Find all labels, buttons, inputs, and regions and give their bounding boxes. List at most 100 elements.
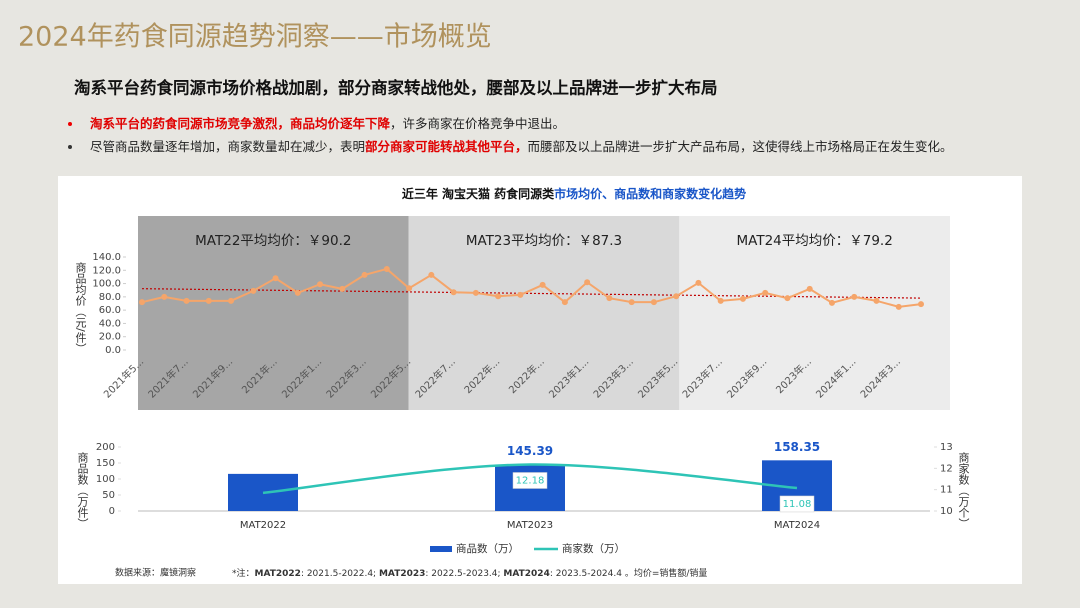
bullet-segment: 尽管商品数量逐年增加，商家数量却在减少，表明 xyxy=(90,139,365,154)
bullet-segment: 而腰部及以上品牌进一步扩大产品布局，这使得线上市场格局正在发生变化。 xyxy=(528,139,953,154)
period-band xyxy=(138,216,409,410)
price-point xyxy=(650,299,657,306)
price-point xyxy=(294,289,301,296)
price-point xyxy=(406,285,413,292)
price-point xyxy=(339,285,346,292)
footnote-part: MAT2024 xyxy=(503,569,549,579)
y2-axis-title: 商家数（万个） xyxy=(957,451,970,529)
y-tick-label: 40.0 xyxy=(99,318,121,329)
source: 数据来源：魔镜洞察 xyxy=(115,567,196,579)
price-point xyxy=(717,297,724,304)
legend-swatch xyxy=(430,546,452,552)
y-tick-label: 140.0 xyxy=(92,252,121,263)
y-tick-label: 0 xyxy=(109,506,115,517)
y-axis-title: 商品数（万件） xyxy=(76,451,89,529)
price-line xyxy=(141,267,922,308)
price-point xyxy=(606,295,613,302)
price-point xyxy=(317,281,324,288)
y2-tick-label: 10 xyxy=(940,506,953,517)
footnote-part: MAT2022 xyxy=(255,569,301,579)
period-label: MAT22平均均价：￥90.2 xyxy=(195,233,351,249)
y-tick-label: 100 xyxy=(96,474,115,485)
y-tick-label: 200 xyxy=(96,442,115,453)
bullet-segment: ，许多商家在价格竞争中退出。 xyxy=(390,116,565,131)
price-point xyxy=(183,297,190,304)
period-band xyxy=(408,216,680,410)
price-point xyxy=(472,289,479,296)
bullet-dot xyxy=(68,145,72,149)
y-tick-label: 80.0 xyxy=(99,292,121,303)
chart-title-part: 市场均价、商品数和商家数变化趋势 xyxy=(554,186,746,201)
period-label: MAT23平均均价：￥87.3 xyxy=(466,233,622,249)
price-point xyxy=(561,299,568,306)
price-point xyxy=(383,265,390,272)
price-point xyxy=(428,271,435,278)
price-point xyxy=(272,275,279,282)
price-point xyxy=(584,279,591,286)
y-tick-label: 100.0 xyxy=(92,279,121,290)
price-point xyxy=(873,297,880,304)
price-point xyxy=(361,271,368,278)
price-point xyxy=(739,295,746,302)
price-point xyxy=(762,289,769,296)
chart-title-part: 近三年 淘宝天猫 药食同源类 xyxy=(402,186,555,201)
bullet-text: 尽管商品数量逐年增加，商家数量却在减少，表明部分商家可能转战其他平台，而腰部及以… xyxy=(90,139,953,154)
footnote-part: : 2022.5-2023.4; xyxy=(425,569,503,579)
line-value-label: 12.18 xyxy=(516,475,545,486)
price-point xyxy=(517,291,524,298)
price-point xyxy=(139,299,145,306)
price-point xyxy=(539,281,546,288)
bullet-dot xyxy=(68,122,72,126)
footnote-part: : 2021.5-2022.4; xyxy=(301,569,379,579)
footnote-part: MAT2023 xyxy=(379,569,425,579)
x-tick-label: MAT2022 xyxy=(240,520,286,531)
y-tick-label: 60.0 xyxy=(99,305,121,316)
bullet-segment: 部分商家可能转战其他平台， xyxy=(365,139,528,154)
price-point xyxy=(851,293,858,300)
y-tick-label: 0.0 xyxy=(105,345,121,356)
y-axis-title: 商品均价（元/件） xyxy=(74,261,87,354)
page-title: 2024年药食同源趋势洞察——市场概览 xyxy=(18,22,492,53)
price-point xyxy=(806,285,813,292)
y2-tick-label: 11 xyxy=(940,485,953,496)
x-tick-label: MAT2024 xyxy=(774,520,820,531)
price-point xyxy=(895,303,902,310)
price-point xyxy=(205,297,212,304)
legend-label: 商品数（万） xyxy=(456,542,519,555)
price-point xyxy=(828,299,835,306)
price-point xyxy=(695,279,702,286)
bullet-text: 淘系平台的药食同源市场竞争激烈，商品均价逐年下降，许多商家在价格竞争中退出。 xyxy=(90,116,565,131)
chart-title: 近三年 淘宝天猫 药食同源类市场均价、商品数和商家数变化趋势 xyxy=(402,186,746,201)
y-tick-label: 150 xyxy=(96,458,115,469)
y2-tick-label: 13 xyxy=(940,442,953,453)
price-point xyxy=(673,293,680,300)
price-point xyxy=(161,293,168,300)
bar-value-label: 158.35 xyxy=(774,440,820,454)
price-point xyxy=(784,295,791,302)
footnote-part: : 2023.5-2024.4 。均价=销售额/销量 xyxy=(550,567,708,579)
line-label-box xyxy=(512,472,548,489)
line-label-box xyxy=(779,495,815,513)
price-point xyxy=(918,301,924,308)
y-tick-label: 120.0 xyxy=(92,265,121,276)
line-value-label: 11.08 xyxy=(783,499,812,510)
period-label: MAT24平均均价：￥79.2 xyxy=(737,233,893,249)
y-tick-label: 50 xyxy=(102,490,115,501)
price-point xyxy=(495,293,502,300)
y2-tick-label: 12 xyxy=(940,463,953,474)
price-point xyxy=(450,289,457,296)
subtitle: 淘系平台药食同源市场价格战加剧，部分商家转战他处，腰部及以上品牌进一步扩大布局 xyxy=(74,78,718,98)
bar-value-label: 145.39 xyxy=(507,444,553,458)
footnote: *注：MAT2022: 2021.5-2022.4; MAT2023: 2022… xyxy=(232,567,707,579)
footnote-part: *注： xyxy=(232,567,255,579)
price-point xyxy=(628,299,635,306)
bullet-segment: 淘系平台的药食同源市场竞争激烈，商品均价逐年下降 xyxy=(90,116,391,131)
merchant-line xyxy=(262,463,798,495)
legend-label: 商家数（万） xyxy=(562,542,625,555)
price-point xyxy=(250,287,257,294)
price-point xyxy=(228,297,235,304)
y-tick-label: 20.0 xyxy=(99,332,121,343)
period-band xyxy=(679,216,950,410)
x-tick-label: MAT2023 xyxy=(507,520,553,531)
